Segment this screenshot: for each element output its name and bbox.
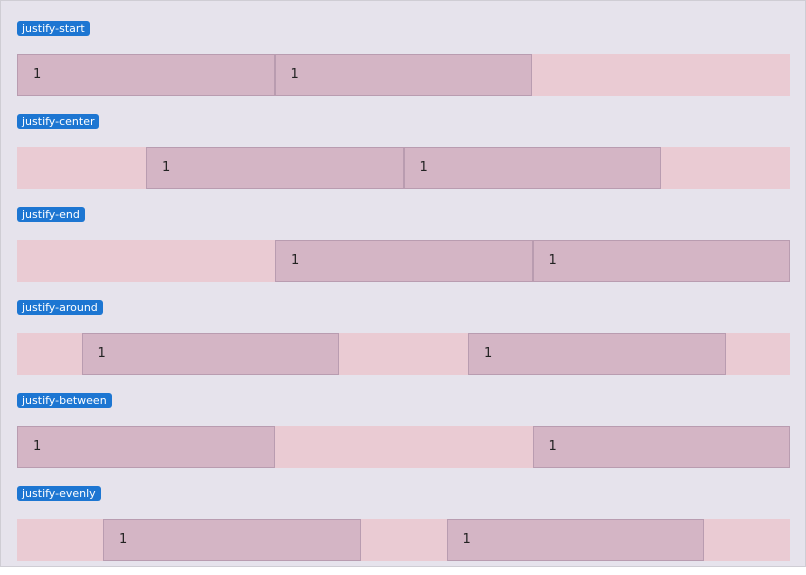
- badge: justify-center: [17, 114, 100, 129]
- item: 1: [274, 54, 532, 96]
- section: justify-evenly 1 1: [17, 482, 790, 575]
- item: 1: [532, 240, 790, 282]
- item: 1: [446, 519, 704, 561]
- item: 1: [17, 426, 275, 468]
- item: 1: [468, 333, 726, 375]
- section: justify-start 1 1: [17, 17, 790, 110]
- badge: justify-between: [17, 393, 112, 408]
- section: justify-around 1 1: [17, 296, 790, 389]
- item: 1: [275, 240, 533, 282]
- item: 1: [81, 333, 339, 375]
- badge: justify-start: [17, 21, 90, 36]
- section: justify-between 1 1: [17, 389, 790, 482]
- item: 1: [103, 519, 361, 561]
- item: 1: [403, 147, 661, 189]
- flex-row: 1 1: [17, 54, 790, 96]
- item: 1: [17, 54, 275, 96]
- flex-row: 1 1: [17, 333, 790, 375]
- flex-row: 1 1: [17, 240, 790, 282]
- badge: justify-evenly: [17, 486, 101, 501]
- flex-row: 1 1: [17, 519, 790, 561]
- item: 1: [532, 426, 790, 468]
- flex-row: 1 1: [17, 426, 790, 468]
- section: justify-end 1 1: [17, 203, 790, 296]
- badge: justify-end: [17, 207, 85, 222]
- section: justify-center 1 1: [17, 110, 790, 203]
- badge: justify-around: [17, 300, 103, 315]
- item: 1: [146, 147, 404, 189]
- flex-row: 1 1: [17, 147, 790, 189]
